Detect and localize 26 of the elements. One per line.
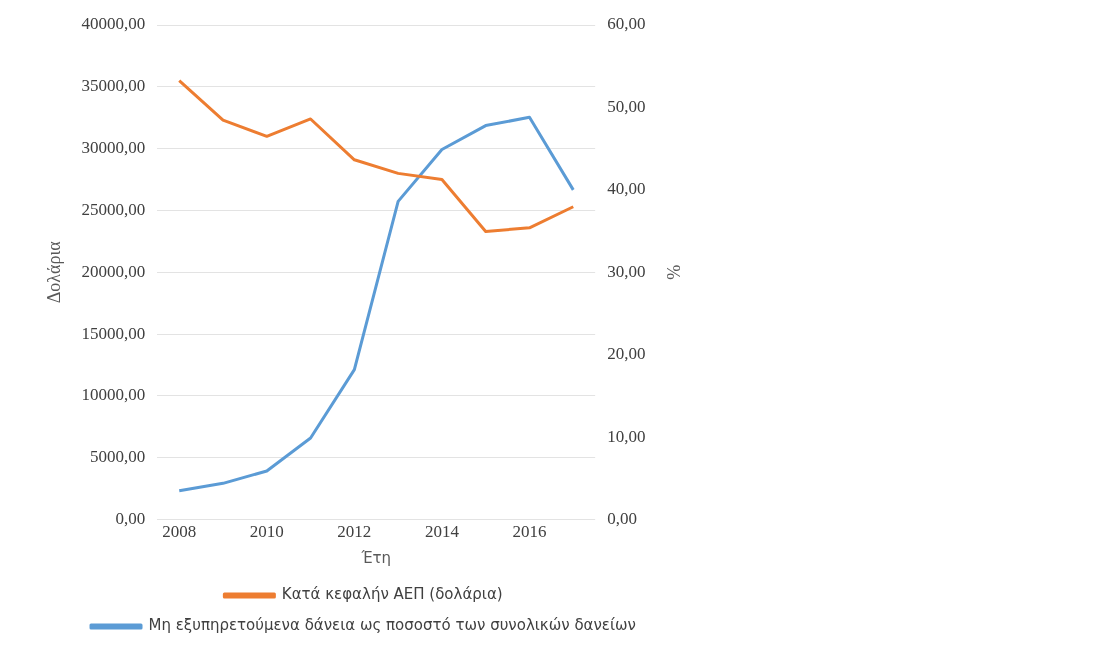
x-axis-title: Έτη: [360, 548, 392, 567]
y-tick-label: 30000,00: [81, 138, 146, 158]
y-tick-label: 35000,00: [81, 76, 146, 96]
y-tick-label: 10000,00: [81, 385, 146, 405]
y-tick-label: 25000,00: [81, 199, 146, 219]
y2-axis-title: %: [663, 264, 684, 280]
y-tick-label: 40000,00: [81, 14, 146, 34]
y2-tick-label: 10,00: [607, 426, 646, 446]
x-tick-label: 2010: [249, 522, 284, 542]
x-tick-label: 2016: [512, 522, 547, 542]
y2-tick-label: 40,00: [607, 179, 646, 199]
y-axis-title: Δολάρια: [43, 240, 64, 304]
y2-tick-label: 30,00: [607, 261, 646, 281]
legend-label: Κατά κεφαλήν ΑΕΠ (δολάρια): [281, 585, 503, 604]
y2-tick-label: 0,00: [607, 509, 637, 529]
x-tick-label: 2008: [162, 522, 197, 542]
y-tick-label: 20000,00: [81, 261, 146, 281]
y2-tick-label: 20,00: [607, 344, 646, 364]
y-tick-label: 15000,00: [81, 323, 146, 343]
x-tick-label: 2012: [337, 522, 372, 542]
y2-tick-label: 50,00: [607, 96, 646, 116]
x-tick-label: 2014: [424, 522, 460, 542]
y2-tick-label: 60,00: [607, 14, 646, 34]
y-tick-label: 0,00: [115, 509, 146, 529]
legend-label: Μη εξυπηρετούμενα δάνεια ως ποσοστό των συνολικών δανείων: [148, 616, 636, 635]
y-tick-label: 5000,00: [90, 447, 146, 467]
